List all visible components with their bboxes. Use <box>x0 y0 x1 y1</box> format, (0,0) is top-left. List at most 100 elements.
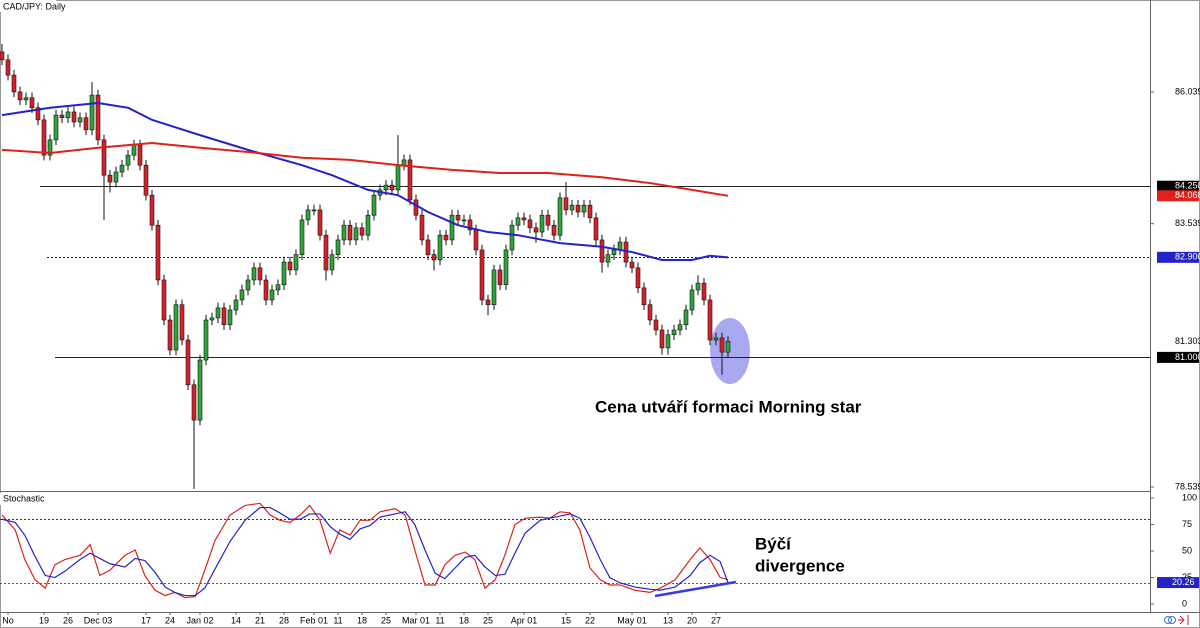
x-tick-label: 11 <box>333 615 342 625</box>
candle-body <box>569 204 575 211</box>
candle-body <box>713 337 719 341</box>
candle-body <box>107 174 113 183</box>
candle-body <box>593 217 599 241</box>
x-tick-label: 22 <box>585 615 595 625</box>
candle-body <box>659 329 665 349</box>
candle-body <box>467 219 473 231</box>
chart-title: CAD/JPY: Daily <box>3 1 66 11</box>
x-tick-label: 24 <box>165 615 175 625</box>
candle-body <box>641 287 647 306</box>
x-tick-label: Apr 01 <box>511 615 538 625</box>
candle-body <box>245 279 251 291</box>
candle-body <box>665 334 671 349</box>
y-tick-label: 86.039 <box>1175 86 1200 96</box>
candle-body <box>59 114 65 119</box>
candle-body <box>359 227 365 236</box>
x-tick-label: 13 <box>663 615 673 625</box>
candle-body <box>635 267 641 289</box>
candle-body <box>527 219 533 229</box>
candle-body <box>515 217 521 226</box>
candle-body <box>353 227 359 241</box>
candle-body <box>347 224 353 241</box>
icon[interactable] <box>1164 616 1172 624</box>
candle-body <box>221 307 227 326</box>
candle-body <box>449 214 455 241</box>
candle-body <box>317 209 323 236</box>
candle-body <box>209 317 215 321</box>
candle-body <box>305 209 311 221</box>
candle-body <box>131 144 137 156</box>
x-tick-label: 25 <box>381 615 391 625</box>
candle-body <box>287 261 293 271</box>
y-tick-label: 83.539 <box>1175 218 1200 228</box>
candle-body <box>143 164 149 196</box>
candle-body <box>533 227 539 233</box>
x-tick-label: 26 <box>63 615 73 625</box>
candle-body <box>545 214 551 226</box>
candle-body <box>629 261 635 269</box>
candle-body <box>677 324 683 331</box>
candle-body <box>173 304 179 351</box>
stochastic-line <box>1 506 729 597</box>
x-tick-label: May 01 <box>617 615 647 625</box>
candle-body <box>17 91 23 101</box>
x-tick-label: 11 <box>435 615 444 625</box>
pattern-annotation: Cena utváří formaci Morning star <box>595 397 862 416</box>
candle-body <box>119 164 125 173</box>
candle-body <box>0 51 5 61</box>
x-tick-label: No <box>2 615 14 625</box>
icon[interactable] <box>1168 616 1176 624</box>
candle-body <box>227 309 233 326</box>
candle-body <box>725 341 731 353</box>
price-label-box <box>1157 180 1199 192</box>
candle-body <box>509 224 515 251</box>
candle-body <box>71 111 77 123</box>
candle-body <box>671 329 677 336</box>
candle-body <box>431 254 437 261</box>
candle-body <box>695 282 701 291</box>
candle-body <box>47 139 53 156</box>
candle-body <box>605 254 611 263</box>
x-tick-label: 18 <box>459 615 469 625</box>
y-tick-label: 0 <box>1182 598 1187 608</box>
price-label: 81.000 <box>1175 352 1200 362</box>
y-tick-label: 75 <box>1182 519 1192 529</box>
candle-body <box>419 214 425 241</box>
icon[interactable] <box>1178 615 1189 625</box>
candle-body <box>167 319 173 351</box>
candle-body <box>539 214 545 233</box>
candle-body <box>335 239 341 255</box>
candle-body <box>53 114 59 141</box>
moving-average <box>1 142 729 197</box>
candle-body <box>401 159 407 166</box>
candle-body <box>365 214 371 236</box>
last-value-box <box>1157 577 1199 589</box>
stoch-title-bg <box>0 493 40 505</box>
candle-body <box>311 209 317 212</box>
candle-body <box>683 309 689 326</box>
price-label: 81.303 <box>1175 336 1200 346</box>
stochastic-line <box>1 502 729 599</box>
candle-body <box>257 267 263 281</box>
candle-body <box>587 204 593 219</box>
x-tick-label: 20 <box>687 615 697 625</box>
candle-body <box>581 204 587 213</box>
toolbar-icons[interactable] <box>1164 615 1189 625</box>
x-tick-label: 17 <box>141 615 151 625</box>
price-label: 84.250 <box>1175 181 1200 191</box>
divergence-annotation: Býčí <box>755 534 792 553</box>
candle-body <box>551 224 557 236</box>
x-tick-label: Jan 02 <box>186 615 213 625</box>
candle-body <box>191 384 197 421</box>
candle-body <box>125 154 131 166</box>
candle-body <box>689 289 695 311</box>
candle-body <box>251 267 257 281</box>
candle-body <box>203 319 209 361</box>
candle-body <box>95 94 101 141</box>
candle-body <box>89 94 95 131</box>
candle-body <box>437 234 443 261</box>
candle-body <box>425 239 431 255</box>
x-tick-label: 28 <box>279 615 289 625</box>
x-tick-label: 19 <box>39 615 49 625</box>
